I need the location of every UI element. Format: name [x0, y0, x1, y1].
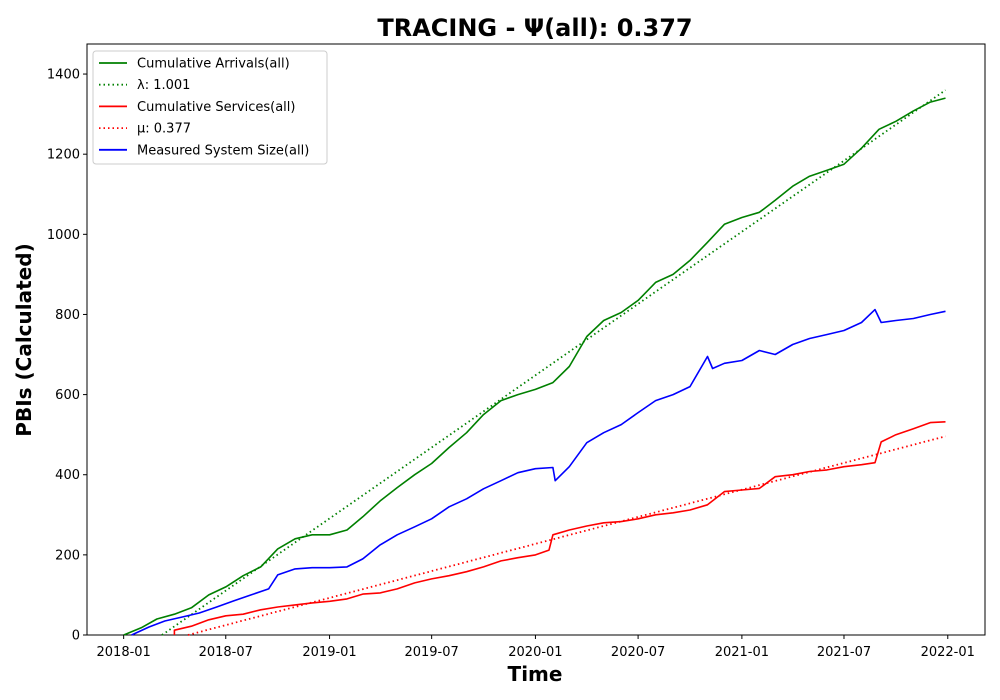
series-line-3: [187, 435, 946, 636]
y-axis: 0 200 400 600 800 1000 1200 1400: [47, 68, 87, 644]
x-axis: 2018-01 2018-07 2019-01 2019-07 2020-01 2020-…: [97, 635, 975, 660]
chart-title: TRACING - Ψ(all): 0.377: [377, 14, 692, 42]
y-tick-label: 200: [55, 548, 80, 563]
x-tick-label: 2020-01: [508, 645, 562, 660]
series-layer: [123, 89, 947, 636]
x-tick-label: 2021-07: [817, 645, 871, 660]
x-tick-label: 2020-07: [611, 645, 665, 660]
x-tick-label: 2019-01: [302, 645, 356, 660]
x-tick-label: 2018-07: [199, 645, 253, 660]
y-tick-label: 800: [55, 308, 80, 323]
series-line-0: [123, 97, 946, 636]
y-tick-label: 1200: [47, 148, 80, 163]
legend: Cumulative Arrivals(all) λ: 1.001 Cumulati…: [92, 50, 328, 165]
x-axis-label: Time: [508, 662, 563, 686]
series-line-1: [161, 89, 947, 636]
y-tick-label: 600: [55, 388, 80, 403]
legend-entry-label: μ: 0.377: [137, 122, 191, 137]
legend-entry-label: Cumulative Arrivals(all): [137, 57, 290, 72]
x-tick-label: 2022-01: [921, 645, 975, 660]
legend-box: [92, 50, 328, 165]
y-tick-label: 400: [55, 468, 80, 483]
legend-entry-label: Measured System Size(all): [137, 143, 309, 158]
plot-frame: [86, 43, 986, 636]
plot-area: 2018-01 2018-07 2019-01 2019-07 2020-01 2020-…: [47, 43, 986, 660]
y-tick-label: 1400: [47, 68, 80, 83]
series-line-2: [173, 421, 946, 635]
y-tick-label: 0: [72, 629, 80, 644]
x-tick-label: 2021-01: [715, 645, 769, 660]
x-tick-label: 2018-01: [97, 645, 151, 660]
series-line-4: [131, 308, 946, 636]
legend-entry-label: λ: 1.001: [137, 78, 190, 93]
y-axis-label: PBIs (Calculated): [12, 243, 36, 436]
legend-entry-label: Cumulative Services(all): [137, 100, 295, 115]
y-tick-label: 1000: [47, 228, 80, 243]
x-tick-label: 2019-07: [404, 645, 458, 660]
